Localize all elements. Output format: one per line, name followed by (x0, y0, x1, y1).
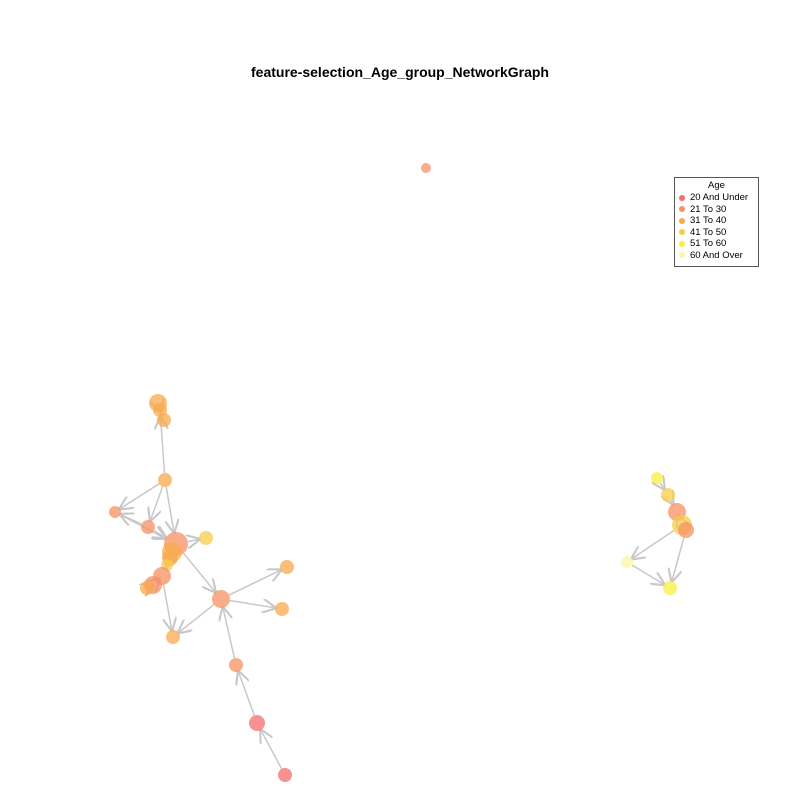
graph-edge (150, 486, 164, 521)
legend-swatch (679, 252, 685, 259)
graph-edge (188, 539, 199, 541)
graph-title: feature-selection_Age_group_NetworkGraph (251, 64, 549, 80)
legend-swatch (679, 240, 685, 247)
graph-node (199, 531, 213, 545)
legend-label: 20 And Under (690, 192, 749, 204)
legend-label: 60 And Over (690, 249, 743, 261)
graph-node (678, 522, 694, 538)
graph-edge (261, 730, 283, 770)
graph-node (166, 630, 180, 644)
graph-node (278, 768, 292, 782)
graph-node (280, 560, 294, 574)
legend-item: 21 To 30 (675, 204, 758, 216)
graph-node (663, 581, 677, 595)
legend-label: 41 To 50 (690, 226, 727, 238)
graph-edge (672, 537, 685, 582)
graph-node (275, 602, 289, 616)
legend-swatch (679, 206, 685, 213)
graph-edge (229, 600, 275, 607)
legend: Age 20 And Under 21 To 30 31 To 40 41 To… (674, 177, 759, 267)
graph-node (141, 520, 155, 534)
legend-label: 21 To 30 (690, 203, 727, 215)
edge-layer (120, 403, 685, 770)
legend-item: 60 And Over (675, 250, 758, 262)
legend-swatch (679, 217, 685, 224)
legend-item: 41 To 50 (675, 227, 758, 239)
graph-node (249, 715, 265, 731)
graph-node (212, 590, 230, 608)
graph-node (229, 658, 243, 672)
graph-node (621, 556, 633, 568)
graph-node (661, 488, 675, 502)
graph-edge (166, 486, 174, 532)
graph-edge (632, 529, 675, 559)
node-layer (109, 163, 694, 782)
graph-edge (164, 584, 172, 630)
legend-swatch (679, 229, 685, 236)
graph-node (157, 413, 171, 427)
graph-edge (660, 483, 664, 489)
graph-edge (671, 501, 673, 504)
graph-edge (183, 552, 216, 592)
graph-node (109, 506, 121, 518)
graph-edge (631, 564, 664, 584)
graph-node (421, 163, 431, 173)
graph-edge (223, 608, 236, 659)
graph-edge (178, 603, 215, 633)
legend-title: Age (708, 180, 725, 191)
graph-node (140, 581, 154, 595)
graph-edge (238, 672, 255, 716)
legend-swatch (679, 194, 685, 201)
legend-item: 31 To 40 (675, 215, 758, 227)
legend-label: 51 To 60 (690, 238, 727, 250)
legend-items: 20 And Under 21 To 30 31 To 40 41 To 50 … (675, 192, 758, 261)
graph-edge (120, 483, 160, 509)
legend-item: 20 And Under (675, 192, 758, 204)
legend-label: 31 To 40 (690, 215, 727, 227)
graph-node (158, 473, 172, 487)
graph-edge (228, 570, 281, 596)
graph-node (651, 472, 663, 484)
legend-item: 51 To 60 (675, 238, 758, 250)
